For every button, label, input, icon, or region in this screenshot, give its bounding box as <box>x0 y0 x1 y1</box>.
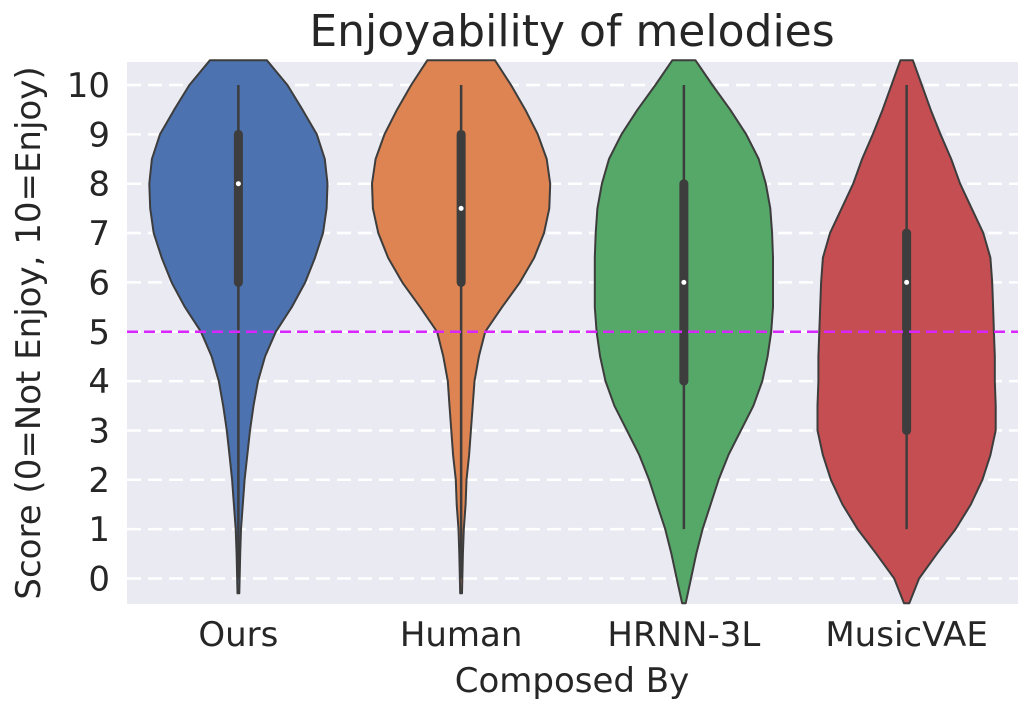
violin-median-dot <box>904 279 910 285</box>
violin-hrnn-3l <box>593 59 774 605</box>
x-tick-labels: Ours Human HRNN-3L MusicVAE <box>198 615 988 655</box>
x-tick-label-ours: Ours <box>198 615 278 655</box>
y-tick-label-3: 3 <box>88 411 110 451</box>
x-tick-label-musicvae: MusicVAE <box>825 615 988 655</box>
y-tick-label-8: 8 <box>88 165 110 205</box>
y-tick-label-4: 4 <box>88 362 110 402</box>
y-tick-label-0: 0 <box>88 560 110 600</box>
y-tick-label-7: 7 <box>88 214 110 254</box>
x-tick-label-human: Human <box>400 615 523 655</box>
violins <box>148 59 997 605</box>
violin-median-dot <box>458 205 464 211</box>
y-tick-labels: 0 1 2 3 4 5 6 7 8 9 10 <box>67 66 110 600</box>
violin-median-dot <box>235 181 241 187</box>
violin-median-dot <box>681 279 687 285</box>
violin-musicvae <box>816 59 997 605</box>
x-axis-label: Composed By <box>455 661 690 701</box>
chart-title: Enjoyability of melodies <box>309 6 834 57</box>
violin-human <box>371 59 552 595</box>
y-tick-label-2: 2 <box>88 461 110 501</box>
y-tick-label-5: 5 <box>88 313 110 353</box>
y-tick-label-6: 6 <box>88 263 110 303</box>
y-tick-label-10: 10 <box>67 66 110 106</box>
x-tick-label-hrnn-3l: HRNN-3L <box>607 615 760 655</box>
y-tick-label-1: 1 <box>88 510 110 550</box>
y-axis-label: Score (0=Not Enjoy, 10=Enjoy) <box>9 66 49 599</box>
y-tick-label-9: 9 <box>88 115 110 155</box>
